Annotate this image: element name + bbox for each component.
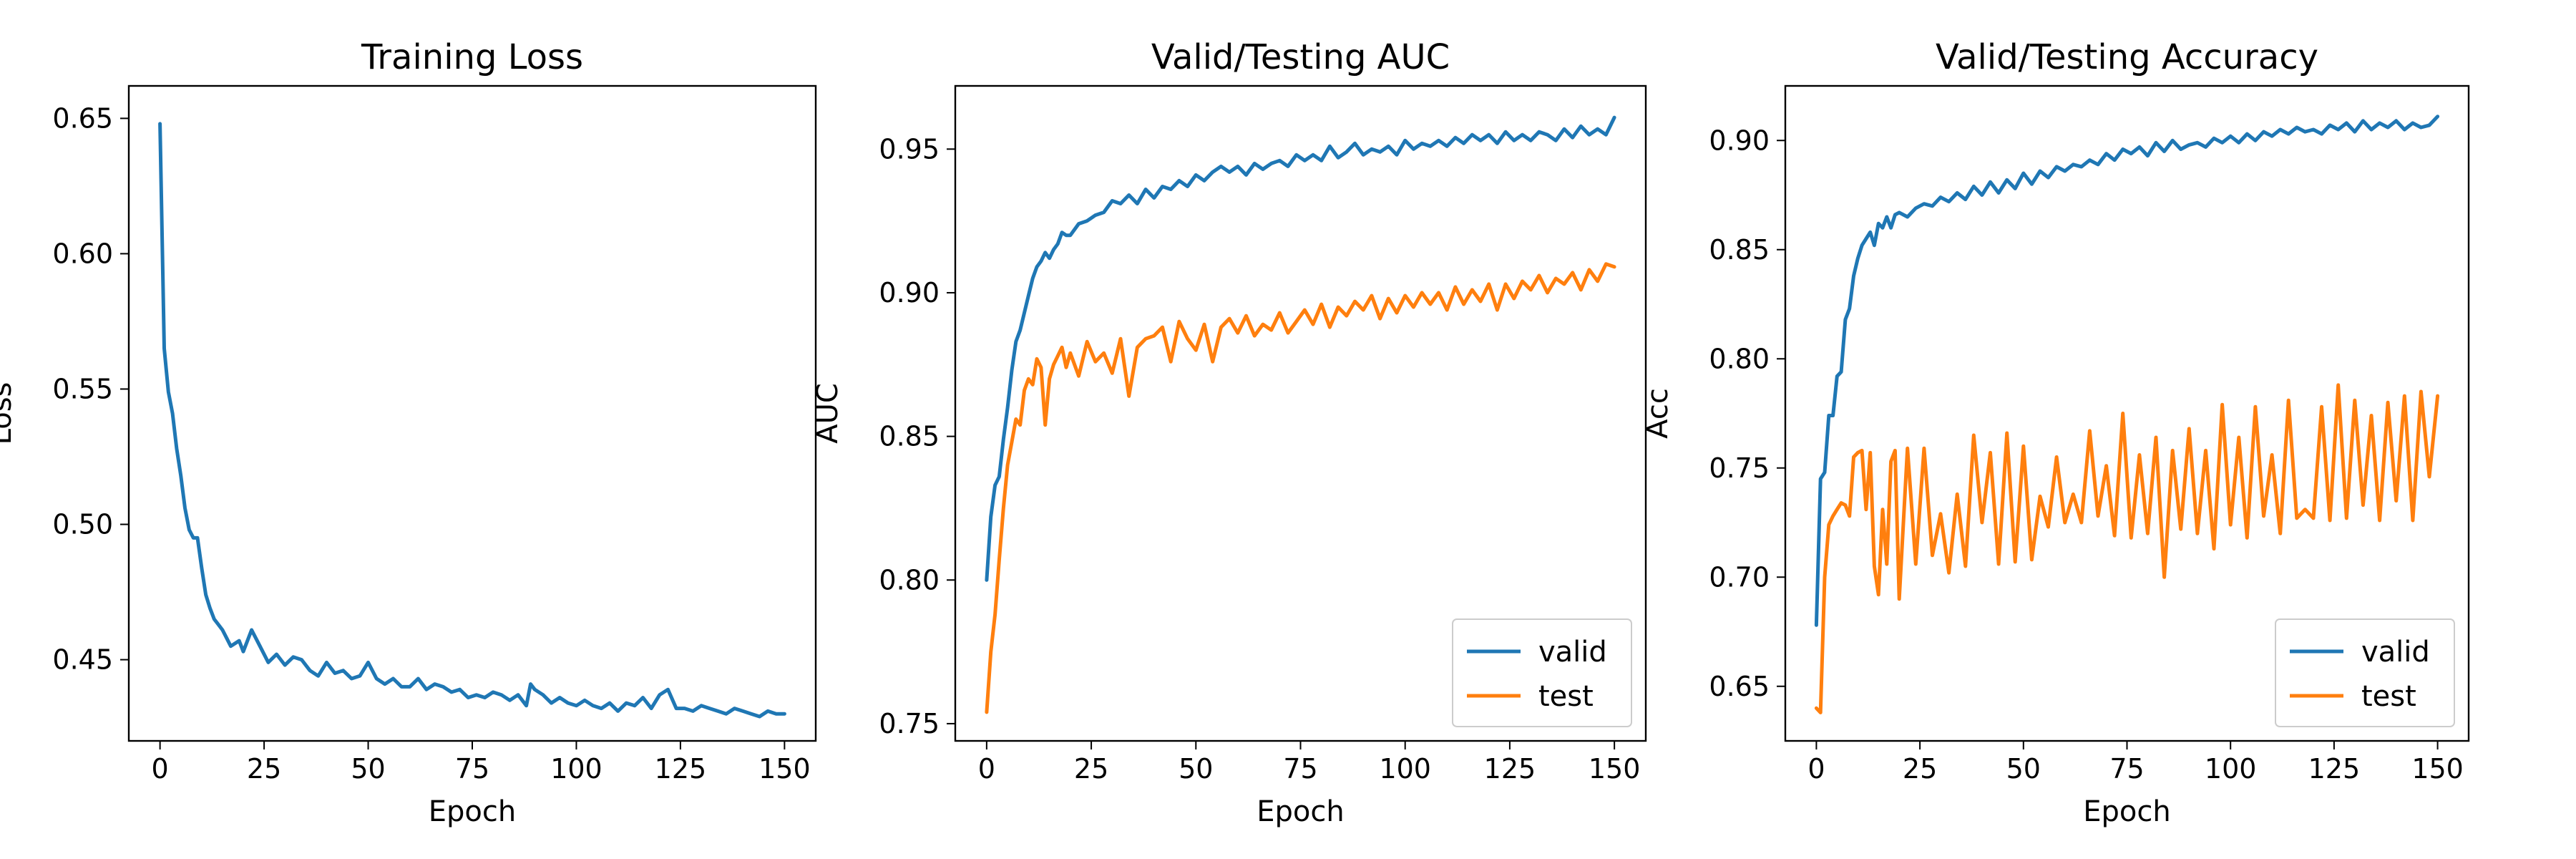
- y-axis-label: Loss: [0, 382, 18, 445]
- y-tick-label: 0.75: [1709, 452, 1770, 484]
- plots: 0 25 50 75 100 125 150 0.45 0.50 0.55 0.60 0.65 Trai…: [0, 37, 2470, 828]
- series-line-0-0: [158, 122, 786, 719]
- axes-frame: [127, 84, 817, 742]
- x-tick-label: 150: [1589, 753, 1641, 785]
- x-tick-label: 125: [1484, 753, 1536, 785]
- y-axis-label: Acc: [1641, 388, 1674, 439]
- x-tick-label: 125: [2308, 753, 2361, 785]
- legend-box: [1452, 618, 1632, 727]
- chart-panel-2: 0 25 50 75 100 125 150 0.65 0.70 0.75 0.80 0.85 0.90…: [1641, 37, 2470, 828]
- x-tick-label: 25: [1074, 753, 1108, 785]
- y-tick-label: 0.80: [879, 564, 940, 596]
- series-line-1-test: [985, 262, 1616, 714]
- chart-panel-1: 0 25 50 75 100 125 150 0.75 0.80 0.85 0.90 0.95 Vali…: [811, 37, 1647, 828]
- x-axis-label: Epoch: [1257, 795, 1344, 828]
- x-tick-label: 150: [758, 753, 811, 785]
- x-tick-label: 50: [351, 753, 385, 785]
- x-tick-label: 50: [2006, 753, 2041, 785]
- y-tick-label: 0.45: [52, 644, 113, 676]
- legend: valid test: [2275, 618, 2455, 727]
- x-tick-label: 50: [1179, 753, 1213, 785]
- y-tick-label: 0.80: [1709, 343, 1770, 374]
- x-tick-label: 75: [2109, 753, 2144, 785]
- x-tick-label: 0: [152, 753, 169, 785]
- y-tick-label: 0.60: [52, 238, 113, 269]
- y-tick-label: 0.85: [879, 421, 940, 452]
- series-line-1-valid: [985, 115, 1616, 582]
- x-tick-label: 75: [1283, 753, 1317, 785]
- x-tick-label: 125: [655, 753, 707, 785]
- x-tick-label: 25: [247, 753, 281, 785]
- x-tick-label: 25: [1903, 753, 1937, 785]
- series-line-2-valid: [1814, 115, 2440, 627]
- y-tick-label: 0.70: [1709, 561, 1770, 593]
- x-axis-label: Epoch: [2083, 795, 2170, 828]
- series-line-2-test: [1814, 383, 2440, 714]
- x-tick-label: 100: [550, 753, 602, 785]
- x-tick-label: 75: [455, 753, 489, 785]
- chart-title: Training Loss: [361, 37, 583, 77]
- y-tick-label: 0.75: [879, 708, 940, 739]
- legend-label: test: [1538, 680, 1594, 713]
- y-tick-label: 0.95: [879, 133, 940, 165]
- x-tick-label: 100: [1379, 753, 1431, 785]
- y-tick-label: 0.65: [52, 102, 113, 134]
- x-tick-label: 0: [978, 753, 995, 785]
- y-tick-label: 0.65: [1709, 671, 1770, 702]
- x-tick-label: 150: [2411, 753, 2464, 785]
- y-tick-label: 0.85: [1709, 234, 1770, 266]
- x-tick-label: 0: [1807, 753, 1825, 785]
- x-tick-label: 100: [2205, 753, 2257, 785]
- legend-label: valid: [1538, 636, 1607, 669]
- legend: valid test: [1452, 618, 1632, 727]
- y-tick-label: 0.50: [52, 509, 113, 540]
- y-tick-label: 0.90: [1709, 125, 1770, 156]
- y-axis-label: AUC: [811, 383, 844, 444]
- legend-label: valid: [2361, 636, 2430, 669]
- chart-title: Valid/Testing Accuracy: [1936, 37, 2318, 77]
- legend-label: test: [2361, 680, 2416, 713]
- y-tick-label: 0.55: [52, 373, 113, 404]
- chart-panel-0: 0 25 50 75 100 125 150 0.45 0.50 0.55 0.60 0.65 Trai…: [0, 37, 817, 828]
- y-tick-label: 0.90: [879, 277, 940, 309]
- chart-title: Valid/Testing AUC: [1151, 37, 1450, 77]
- legend-box: [2275, 618, 2455, 727]
- x-axis-label: Epoch: [429, 795, 516, 828]
